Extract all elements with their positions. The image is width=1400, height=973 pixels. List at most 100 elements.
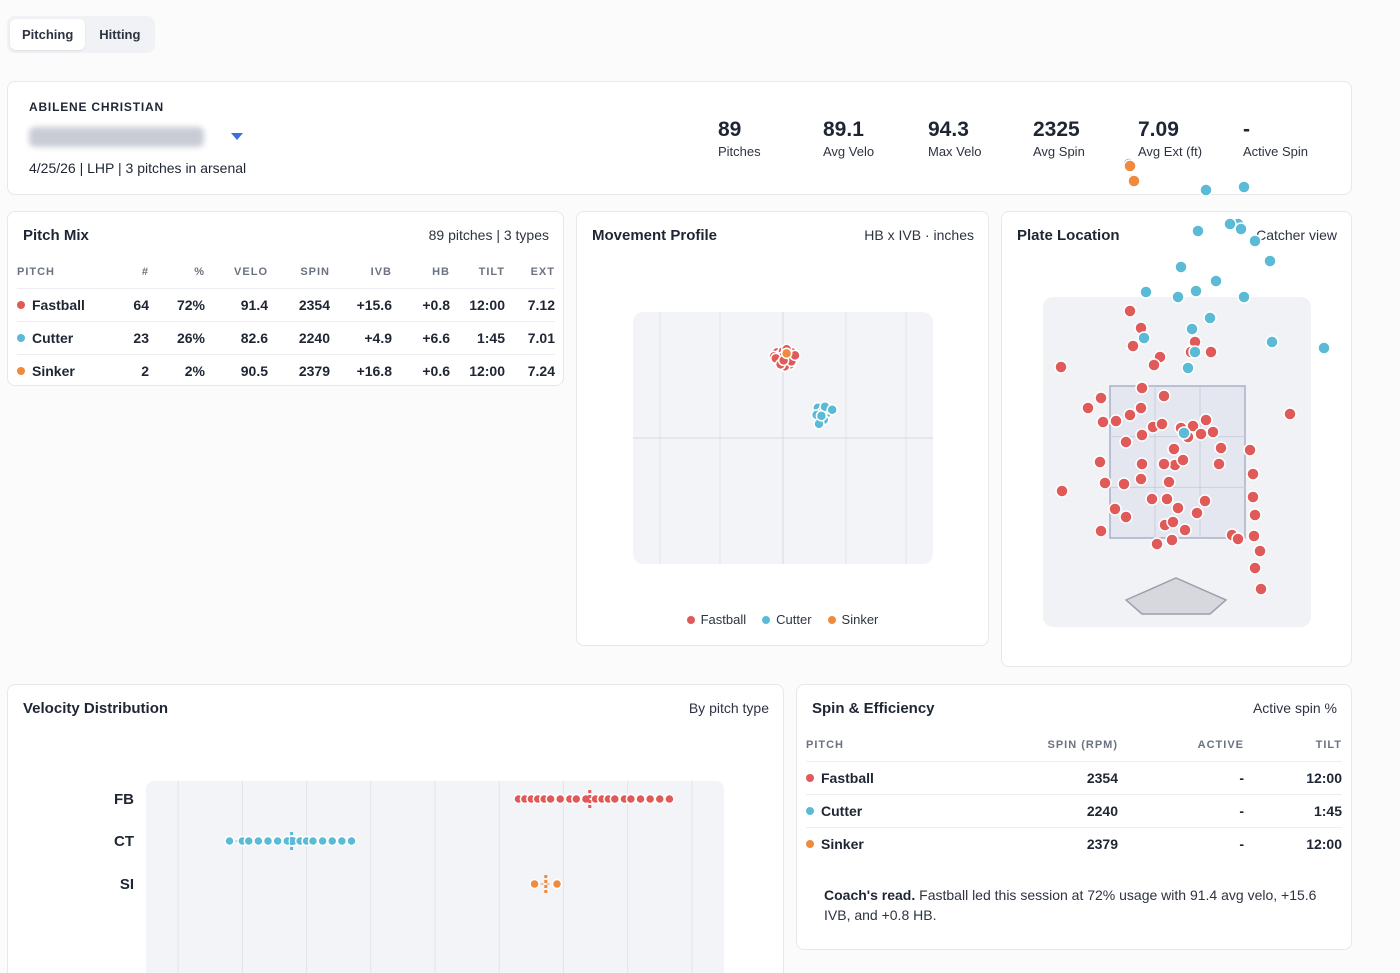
velocity-point-ct — [307, 835, 319, 847]
card-subtitle: By pitch type — [688, 700, 769, 716]
velocity-point-ct — [336, 835, 348, 847]
pitch-mix-card: Pitch Mix 89 pitches | 3 types PITCH # %… — [7, 211, 564, 387]
plate-point-cutter — [1248, 234, 1262, 248]
stat-avg-velo: 89.1 Avg Velo — [823, 118, 874, 159]
velocity-point-ct — [346, 835, 357, 847]
plate-point-cutter — [1234, 222, 1248, 236]
plate-point-fastball — [1126, 339, 1140, 353]
table-row: Sinker 2379 - 12:00 — [806, 826, 1342, 860]
player-meta: 4/25/26 | LHP | 3 pitches in arsenal — [29, 160, 247, 176]
velocity-point-ct — [243, 835, 255, 847]
velocity-point-si — [529, 878, 540, 890]
column-header: EXT — [530, 265, 555, 278]
pitch-name: Sinker — [32, 362, 75, 379]
column-header: % — [194, 265, 205, 278]
column-header: # — [141, 265, 149, 278]
stat-value: 2325 — [1033, 118, 1080, 141]
velocity-point-fb — [654, 793, 666, 805]
plate-point-fastball — [1094, 391, 1108, 405]
ext-cell: 7.12 — [505, 287, 555, 321]
velocity-point-fb — [644, 793, 656, 805]
velocity-point-fb — [571, 793, 582, 805]
velocity-point-fb — [545, 793, 556, 805]
school-name: ABILENE CHRISTIAN — [29, 100, 164, 114]
tilt-cell: 12:00 — [450, 353, 505, 387]
plate-point-fastball — [1157, 389, 1171, 403]
pitch-cell: Sinker — [17, 353, 105, 387]
table-row: Sinker 2 2% 90.5 2379 +16.8 +0.6 12:00 7… — [17, 353, 555, 387]
plate-point-fastball — [1253, 544, 1267, 558]
stat-active-spin: - Active Spin — [1243, 118, 1308, 159]
column-header: ACTIVE — [1197, 738, 1244, 751]
active-cell: - — [1118, 826, 1244, 860]
pitch-name: Fastball — [821, 769, 874, 786]
plate-point-fastball — [1198, 494, 1212, 508]
velocity-point-ct — [262, 835, 274, 847]
tab-hitting[interactable]: Hitting — [99, 27, 141, 42]
player-name-blurred[interactable] — [29, 127, 204, 147]
column-header: TILT — [1315, 738, 1342, 751]
velocity-row-label: CT — [114, 833, 134, 850]
spin-table: PITCH SPIN (RPM) ACTIVE TILT Fastball 23… — [806, 737, 1342, 860]
plate-point-fastball — [1119, 435, 1133, 449]
coach-read-label: Coach's read. — [824, 887, 916, 903]
plate-point-fastball — [1054, 360, 1068, 374]
stat-label: Active Spin — [1243, 144, 1309, 159]
plate-point-fastball — [1094, 524, 1108, 538]
plate-point-fastball — [1098, 476, 1112, 490]
plate-point-cutter — [1263, 254, 1277, 268]
plate-point-fastball — [1134, 472, 1148, 486]
plate-point-cutter — [1171, 290, 1185, 304]
pitch-name: Fastball — [32, 296, 85, 313]
hb-cell: +6.6 — [392, 320, 450, 354]
pct-cell: 72% — [149, 287, 205, 321]
stat-value: 7.09 — [1138, 118, 1179, 141]
card-subtitle: HB x IVB · inches — [864, 227, 974, 243]
ext-cell: 7.24 — [505, 353, 555, 387]
sinker-dot-icon — [827, 615, 836, 624]
count-cell: 64 — [105, 287, 149, 321]
pitch-cell: Cutter — [17, 320, 105, 354]
plate-point-cutter — [1237, 290, 1251, 304]
stat-avg-ext: 7.09 Avg Ext (ft) — [1138, 118, 1202, 159]
spin-cell: 2354 — [268, 287, 330, 321]
ivb-cell: +16.8 — [330, 353, 392, 387]
tilt-cell: 12:00 — [450, 287, 505, 321]
velocity-chart: FB CT SI — [114, 781, 724, 973]
pitch-cell: Sinker — [806, 826, 966, 860]
plate-point-fastball — [1093, 455, 1107, 469]
plate-point-fastball — [1283, 407, 1297, 421]
plate-point-cutter — [1317, 341, 1331, 355]
cutter-dot-icon — [762, 615, 771, 624]
legend-item-cutter: Cutter — [762, 612, 812, 627]
fastball-dot-icon — [17, 300, 25, 309]
chevron-down-icon[interactable] — [231, 133, 243, 140]
card-title: Plate Location — [1017, 227, 1120, 244]
plate-location-chart — [1043, 157, 1331, 627]
plate-point-fastball — [1199, 413, 1213, 427]
stat-max-velo: 94.3 Max Velo — [928, 118, 981, 159]
plate-point-fastball — [1254, 582, 1268, 596]
spin-cell: 2354 — [966, 760, 1118, 794]
plate-point-fastball — [1231, 532, 1245, 546]
pitch-cell: Fastball — [17, 287, 105, 321]
stat-label: Max Velo — [928, 144, 982, 159]
table-row: Cutter 23 26% 82.6 2240 +4.9 +6.6 1:45 7… — [17, 320, 555, 354]
column-header: IVB — [370, 265, 392, 278]
velo-cell: 82.6 — [205, 320, 268, 354]
spin-cell: 2240 — [268, 320, 330, 354]
pct-cell: 2% — [149, 353, 205, 387]
column-header: PITCH — [806, 738, 844, 751]
player-summary-card: ABILENE CHRISTIAN 4/25/26 | LHP | 3 pitc… — [7, 81, 1352, 195]
plate-location-card: Plate Location Catcher view — [1001, 157, 1352, 667]
plate-point-fastball — [1150, 537, 1164, 551]
hb-cell: +0.8 — [392, 287, 450, 321]
stat-pitches: 89 Pitches — [718, 118, 761, 159]
velocity-point-ct — [224, 835, 235, 847]
legend-item-sinker: Sinker — [827, 612, 878, 627]
stat-avg-spin: 2325 Avg Spin — [1033, 118, 1085, 159]
stat-label: Avg Spin — [1033, 144, 1085, 159]
tab-pitching[interactable]: Pitching — [10, 19, 86, 50]
plate-point-fastball — [1160, 492, 1174, 506]
pitch-name: Sinker — [821, 835, 864, 852]
